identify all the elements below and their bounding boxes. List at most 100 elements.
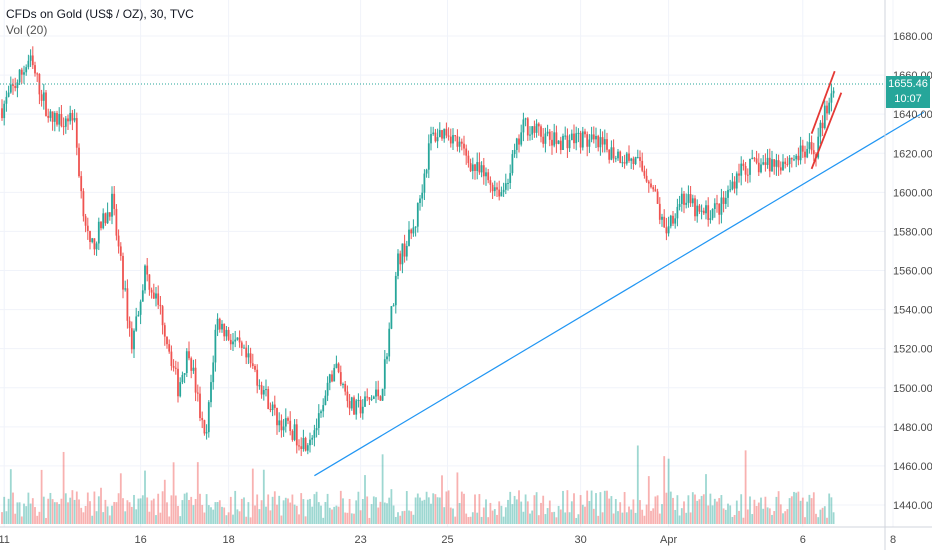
- candle-body: [97, 221, 100, 244]
- candle-body: [689, 194, 692, 204]
- candle-body: [810, 142, 813, 151]
- volume-bar: [755, 505, 758, 524]
- candle-body: [194, 367, 197, 393]
- time-axis[interactable]: 11 16 18 23 25 30 Apr 6 8: [0, 534, 896, 546]
- candle-body: [636, 157, 639, 159]
- candle-body: [368, 397, 371, 400]
- volume-bar: [23, 503, 25, 524]
- candle-body: [764, 162, 767, 165]
- candle-body: [324, 395, 327, 406]
- candle-body: [29, 55, 32, 61]
- volume-bar: [95, 511, 98, 524]
- volume-bar: [718, 498, 721, 524]
- volume-bar: [306, 499, 309, 524]
- volume-bar: [799, 500, 802, 524]
- volume-bar: [672, 497, 674, 524]
- candle-body: [379, 396, 382, 401]
- candle-body: [735, 173, 738, 189]
- volume-bar: [216, 502, 219, 524]
- volume-bar: [740, 494, 743, 524]
- candle-body: [221, 323, 223, 330]
- volume-bar: [581, 504, 584, 524]
- volume-bar: [243, 497, 245, 524]
- candle-body: [3, 103, 6, 119]
- volume-bar: [346, 512, 349, 524]
- candle-body: [817, 136, 820, 158]
- candle-body: [546, 131, 549, 134]
- chart-drawings[interactable]: [314, 70, 925, 477]
- volume-bar: [300, 493, 303, 524]
- candle-body: [23, 72, 25, 75]
- candle-body: [441, 130, 443, 139]
- volume-bar: [150, 500, 153, 524]
- volume-bar: [614, 499, 617, 524]
- volume-bar: [353, 513, 355, 524]
- volume-bar: [56, 502, 58, 524]
- volume-bar: [185, 492, 188, 524]
- volume-bar: [12, 492, 14, 524]
- volume-bar: [227, 512, 230, 524]
- candle-body: [245, 347, 248, 358]
- candle-body: [630, 158, 633, 161]
- y-tick-label: 1620.00: [893, 148, 932, 160]
- candle-body: [665, 227, 668, 234]
- candle-body: [69, 112, 72, 122]
- candle-body: [115, 208, 118, 236]
- candle-body: [269, 408, 272, 411]
- volume-bar: [181, 500, 184, 524]
- volume-bar: [427, 497, 430, 524]
- volume-bar: [779, 504, 782, 524]
- candle-body: [804, 151, 806, 158]
- candle-body: [515, 138, 518, 150]
- candle-body: [152, 292, 155, 299]
- candle-body: [155, 293, 157, 299]
- y-tick-label: 1500.00: [893, 383, 932, 395]
- candle-body: [350, 397, 353, 409]
- candle-body: [293, 424, 296, 440]
- volume-bar: [612, 513, 615, 524]
- volume-bar: [157, 493, 160, 524]
- candle-body: [698, 205, 701, 212]
- candle-body: [40, 94, 43, 101]
- x-tick-label: Apr: [660, 534, 677, 546]
- volume-bar: [425, 491, 428, 524]
- x-tick-label: 11: [0, 534, 10, 546]
- volume-bar: [797, 491, 800, 524]
- volume-bar: [183, 493, 186, 524]
- y-tick-label: 1580.00: [893, 226, 932, 238]
- volume-legend[interactable]: Vol (20): [6, 23, 48, 37]
- volume-bar: [471, 512, 474, 524]
- candle-body: [476, 162, 479, 171]
- candle-body: [372, 396, 375, 399]
- volume-bar: [337, 506, 340, 524]
- candle-body: [157, 293, 160, 305]
- candle-body: [388, 328, 391, 357]
- candle-body: [733, 181, 736, 189]
- volume-bar: [273, 491, 276, 524]
- candle-body: [808, 142, 811, 149]
- candle-body: [51, 111, 54, 122]
- candle-body: [463, 143, 465, 149]
- candle-body: [632, 158, 635, 164]
- candle-body: [663, 216, 666, 228]
- volume-bar: [124, 511, 127, 524]
- volume-bar: [117, 493, 120, 524]
- candle-body: [414, 226, 417, 228]
- volume-bar: [663, 456, 666, 524]
- candle-body: [643, 170, 646, 176]
- volume-bar: [727, 503, 729, 524]
- volume-bar: [496, 514, 498, 524]
- y-tick-label: 1540.00: [893, 305, 932, 317]
- candle-body: [427, 143, 430, 170]
- candle-body: [522, 119, 525, 133]
- candle-body: [386, 356, 388, 360]
- candle-body: [419, 198, 421, 204]
- volume-bar: [311, 506, 314, 524]
- volume-bar: [293, 504, 296, 524]
- candle-body: [328, 374, 331, 383]
- chart-title[interactable]: CFDs on Gold (US$ / OZ), 30, TVC: [6, 7, 194, 21]
- volume-bar: [617, 511, 619, 524]
- candle-body: [680, 193, 683, 205]
